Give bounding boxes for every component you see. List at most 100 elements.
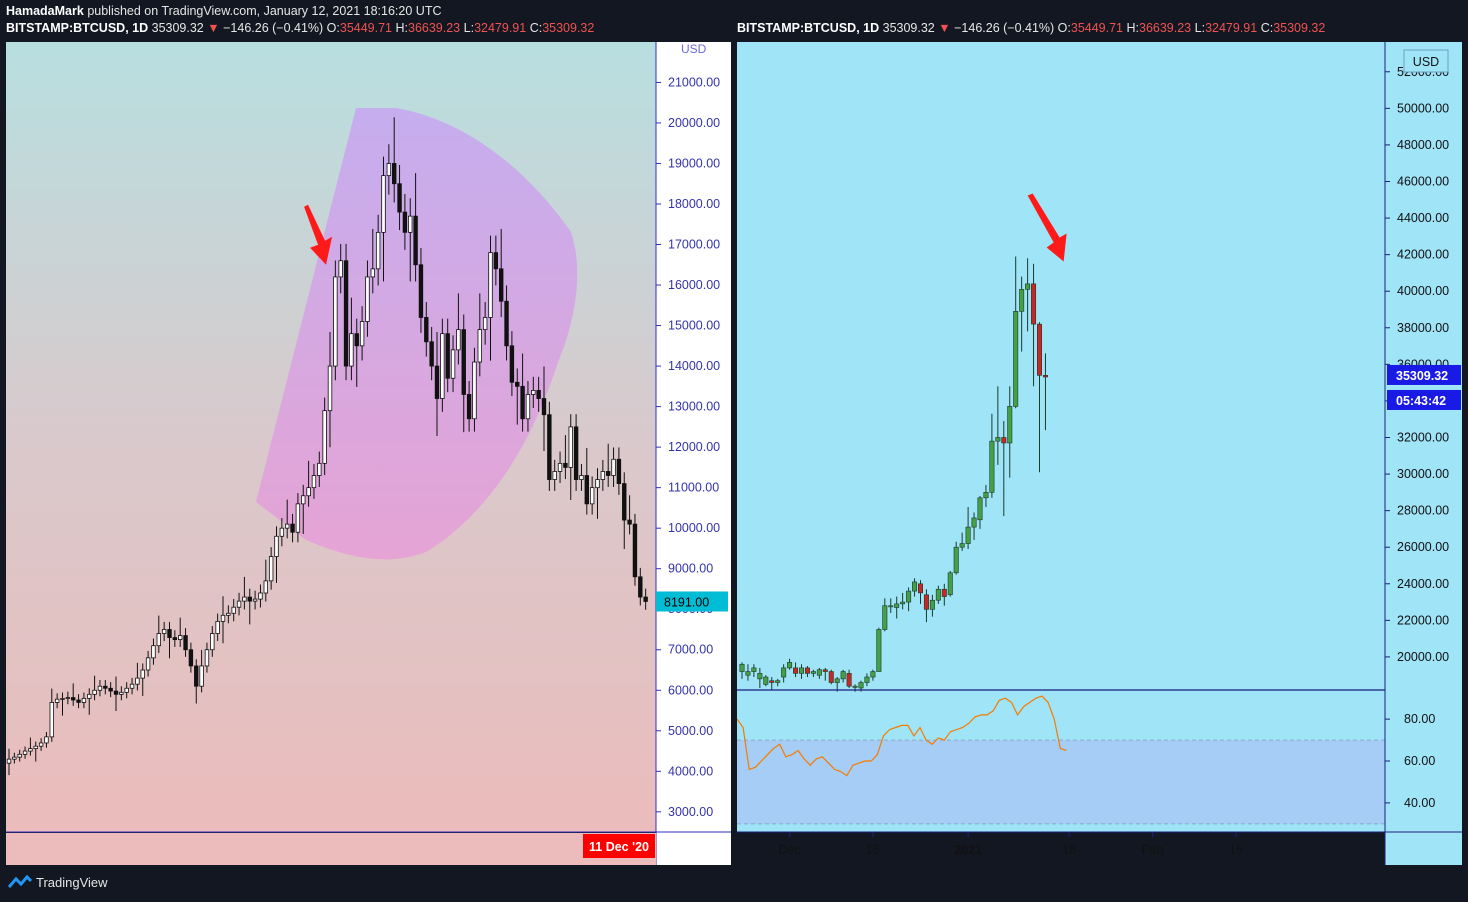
right-price-axis[interactable] (1385, 42, 1462, 865)
right-candle (953, 546, 959, 574)
left-candle (557, 462, 563, 472)
left-price-axis[interactable] (656, 42, 731, 865)
left-candle (450, 349, 456, 379)
left-candle (151, 645, 156, 659)
left-price: 35309.32 (151, 21, 204, 35)
right-candle (1025, 283, 1031, 290)
left-candle (38, 742, 44, 747)
left-candle (290, 523, 295, 533)
right-candle (745, 671, 751, 676)
left-chart-svg[interactable]: NovDec2018 USD 21000.0020000.0019000.001… (6, 42, 731, 865)
right-candle (804, 667, 810, 674)
right-candle (929, 599, 935, 610)
left-y-tick-label: 4000.00 (668, 764, 713, 778)
left-last-price-tag (656, 591, 728, 612)
right-y-tick-label: 38000.00 (1397, 321, 1449, 335)
footer-brand[interactable]: TradingView (36, 874, 108, 890)
left-candle (397, 183, 402, 213)
left-candle (466, 394, 472, 420)
right-y-tick-label: 42000.00 (1397, 248, 1449, 262)
right-x-tick-label: 15 (866, 843, 880, 857)
left-candle (600, 471, 606, 480)
right-candle (923, 594, 929, 610)
right-candle (763, 676, 769, 685)
left-candle (167, 629, 172, 638)
left-y-tick-label: 16000.00 (668, 278, 720, 292)
right-candle (840, 671, 846, 680)
left-candle (252, 598, 258, 602)
left-candle (632, 523, 638, 578)
right-candle (1036, 323, 1042, 376)
left-candle (359, 321, 365, 347)
tradingview-logo-icon[interactable] (8, 874, 32, 890)
left-candle (327, 365, 333, 412)
left-candle (638, 576, 643, 598)
right-candle (858, 682, 864, 689)
right-candle (900, 601, 906, 605)
left-candle (119, 691, 124, 695)
left-candle (584, 475, 589, 505)
right-symbol[interactable]: BITSTAMP:BTCUSD, 1D (737, 21, 880, 35)
left-y-tick-label: 9000.00 (668, 562, 713, 576)
right-candle (888, 605, 894, 608)
left-candle (65, 697, 71, 699)
left-candle (311, 475, 317, 489)
left-chart-panel[interactable]: NovDec2018 USD 21000.0020000.0019000.001… (6, 42, 731, 865)
left-candle (156, 633, 161, 647)
right-candle (828, 671, 834, 683)
left-candle (477, 329, 482, 363)
right-candle (757, 673, 763, 680)
right-y-tick-label: 26000.00 (1397, 540, 1449, 554)
left-candle (622, 483, 627, 521)
left-candle (365, 276, 370, 322)
author-name[interactable]: HamadaMark (6, 4, 84, 18)
left-candle (418, 264, 424, 318)
left-candle (488, 252, 493, 318)
right-candle (983, 492, 989, 499)
rsi-y-tick-label: 60.00 (1404, 754, 1435, 768)
right-candle (846, 673, 852, 687)
left-candle (108, 687, 113, 692)
rsi-y-tick-label: 40.00 (1404, 796, 1435, 810)
left-candle (263, 580, 268, 594)
left-candle (472, 361, 477, 420)
left-candle (71, 697, 76, 701)
right-candle (852, 685, 858, 688)
left-time-axis[interactable] (6, 833, 656, 865)
right-x-tick-label: 18 (1062, 843, 1076, 857)
footer: TradingView (8, 874, 108, 890)
left-candle (231, 606, 236, 614)
left-open: 35449.71 (339, 21, 393, 35)
left-red-arrow-icon[interactable] (304, 204, 333, 265)
left-candle (461, 329, 466, 395)
right-candle (864, 676, 870, 683)
left-y-tick-label: 19000.00 (668, 156, 720, 170)
highlight-blob[interactable] (256, 108, 578, 560)
right-y-tick-label: 30000.00 (1397, 467, 1449, 481)
left-candle (616, 458, 622, 485)
right-plot-background (737, 42, 1385, 832)
left-candle (375, 231, 381, 270)
left-y-tick-label: 11000.00 (668, 481, 719, 495)
left-ohlc-legend: BITSTAMP:BTCUSD, 1D 35309.32 ▼ −146.26 (… (6, 21, 594, 35)
right-last-price-text: 35309.32 (1396, 369, 1448, 383)
right-c-label: C: (1260, 21, 1274, 35)
right-red-arrow-icon[interactable] (1027, 193, 1067, 262)
right-currency-box[interactable] (1403, 49, 1449, 73)
right-candle (834, 678, 840, 683)
right-x-tick-label: Feb (1142, 843, 1164, 857)
left-candle (87, 693, 92, 699)
right-candle (1001, 437, 1007, 444)
left-candle (279, 527, 285, 537)
left-candle (17, 753, 22, 758)
right-candle (935, 588, 941, 601)
left-symbol[interactable]: BITSTAMP:BTCUSD, 1D (6, 21, 149, 35)
left-candle (579, 475, 584, 480)
right-candle (769, 680, 775, 683)
right-candle (959, 543, 965, 548)
right-y-tick-label: 44000.00 (1397, 211, 1449, 225)
left-candle (92, 689, 97, 695)
left-candle (274, 535, 279, 557)
